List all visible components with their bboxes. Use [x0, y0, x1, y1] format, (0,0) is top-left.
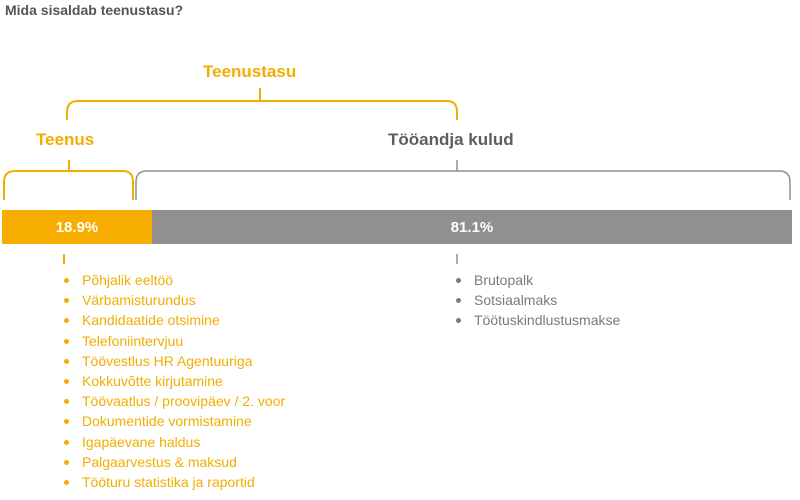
fee-bracket [66, 88, 458, 120]
fee-label: Teenustasu [203, 62, 297, 81]
service-list-item: Kandidaatide otsimine [62, 310, 285, 330]
service-label: Teenus [36, 130, 95, 149]
employer-percent: 81.1% [450, 218, 494, 236]
service-list-item: Telefoniintervjuu [62, 331, 285, 351]
service-list-item: Igapäevane haldus [62, 432, 285, 452]
service-percent: 18.9% [55, 218, 99, 236]
employer-costs-label: Tööandja kulud [388, 130, 514, 149]
service-list-item: Dokumentide vormistamine [62, 411, 285, 431]
employer-list-item: Sotsiaalmaks [454, 290, 620, 310]
employer-items-list: Brutopalk Sotsiaalmaks Töötuskindlustusmak… [454, 270, 620, 331]
employer-list-item: Töötuskindlustusmakse [454, 310, 620, 330]
service-list-item: Värbamisturundus [62, 290, 285, 310]
employer-bracket [135, 160, 791, 200]
employer-list-item: Brutopalk [454, 270, 620, 290]
service-list-item: Põhjalik eeltöö [62, 270, 285, 290]
service-segment: 18.9% [2, 210, 152, 244]
service-list-item: Töövestlus HR Agentuuriga [62, 351, 285, 371]
service-list-item: Tööturu statistika ja raportid [62, 472, 285, 492]
service-list-item: Töövaatlus / proovipäev / 2. voor [62, 391, 285, 411]
service-items-list: Põhjalik eeltöö Värbamisturundus Kandidaat… [62, 270, 285, 492]
service-bracket [3, 160, 134, 200]
employer-segment: 81.1% [152, 210, 792, 244]
split-bar: 18.9% 81.1% [2, 210, 792, 244]
service-list-item: Palgaarvestus & maksud [62, 452, 285, 472]
service-list-item: Kokkuvõtte kirjutamine [62, 371, 285, 391]
page-title: Mida sisaldab teenustasu? [5, 2, 184, 18]
